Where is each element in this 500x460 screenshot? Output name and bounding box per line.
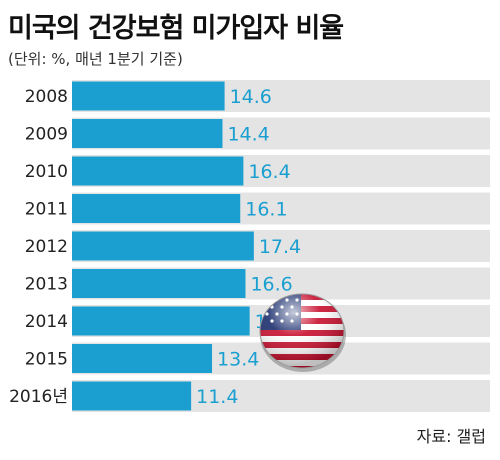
chart-subtitle: (단위: %, 매년 1분기 기준) — [8, 50, 183, 68]
category-label: 2012 — [25, 237, 68, 257]
bar-chart: 2008 14.6 2009 14.4 2010 16.4 2011 16.1 2012 17.4… — [9, 80, 490, 412]
value-label: 16.1 — [245, 199, 287, 221]
category-label: 2014 — [25, 312, 68, 332]
value-label: 14.6 — [230, 86, 272, 108]
bar — [72, 231, 254, 261]
value-label: 14.4 — [227, 124, 269, 146]
bar — [72, 119, 223, 148]
bar — [72, 194, 241, 223]
value-label: 16.4 — [248, 161, 290, 183]
value-label: 11.4 — [196, 386, 238, 408]
bar — [72, 81, 225, 111]
bar — [72, 306, 250, 336]
category-label: 2011 — [25, 200, 68, 220]
value-label: 17.4 — [259, 236, 301, 258]
source-note: 자료: 갤럽 — [416, 427, 486, 446]
bar — [72, 344, 213, 373]
value-label: 16.6 — [250, 274, 292, 296]
category-label: 2010 — [25, 162, 68, 182]
category-label: 2016년 — [9, 387, 68, 407]
category-label: 2015 — [25, 350, 68, 370]
value-label: 13.4 — [217, 349, 259, 371]
category-label: 2008 — [25, 87, 68, 107]
bar — [72, 269, 246, 298]
bar — [72, 156, 244, 186]
us-flag-icon — [259, 293, 346, 372]
category-label: 2013 — [25, 275, 68, 295]
category-label: 2009 — [25, 125, 68, 145]
bar — [72, 381, 192, 411]
chart-title: 미국의 건강보험 미가입자 비율 — [8, 13, 344, 44]
